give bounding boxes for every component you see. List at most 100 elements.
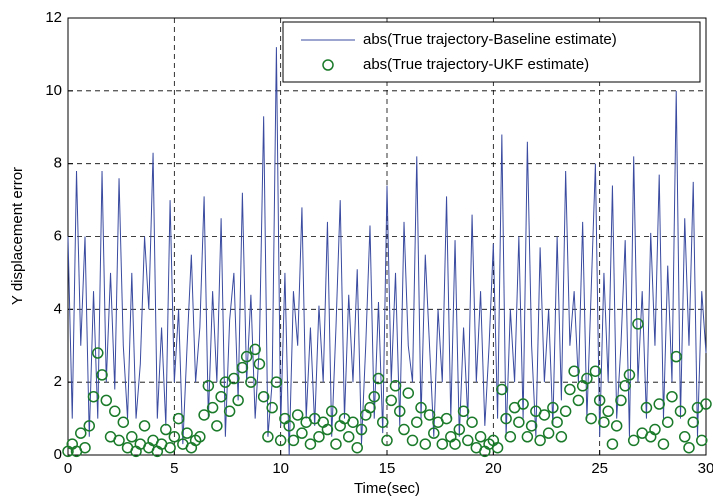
data-point [462,434,474,447]
legend-box [282,21,701,83]
data-point [253,358,266,370]
data-point [381,434,393,447]
data-point [415,401,427,414]
data-point [385,394,398,407]
data-point [419,438,432,450]
data-point [568,365,580,377]
y-tick-label: 2 [54,373,62,390]
data-point [496,383,508,396]
data-point [500,412,512,425]
x-tick-label: 10 [272,460,289,477]
data-point [389,380,402,392]
data-point [245,376,257,388]
data-point [270,376,283,388]
data-point [474,431,487,443]
x-tick-label: 20 [485,460,502,477]
y-tick-label: 12 [45,9,62,26]
data-point [228,372,240,385]
legend-label: abs(True trajectory-UKF estimate) [363,56,589,73]
data-point [113,434,125,447]
data-point [423,409,436,421]
x-axis-label: Time(sec) [354,480,420,497]
data-point [640,401,653,414]
data-point [666,390,678,403]
data-point [274,434,287,447]
y-tick-label: 8 [54,155,62,172]
data-point [623,369,636,381]
data-point [75,427,87,439]
data-point [602,405,614,418]
data-point [291,409,304,421]
data-point [521,431,534,443]
data-point [572,394,585,407]
data-point [661,416,674,428]
data-point [79,441,91,454]
data-point [436,438,449,450]
data-point [555,431,568,443]
data-point [534,434,546,447]
data-point [610,420,623,432]
y-tick-label: 10 [45,82,62,99]
data-point [466,416,478,428]
data-point [100,394,113,407]
y-tick-label: 6 [54,227,62,244]
data-point [117,416,130,428]
data-point [411,416,423,428]
data-point [683,441,695,454]
data-point [525,420,538,432]
data-point [342,431,355,443]
data-point [402,387,415,399]
data-point [674,405,687,418]
data-point [457,405,470,418]
data-point [164,441,176,454]
data-point [559,405,572,418]
data-point [372,372,385,385]
data-point [206,401,219,414]
data-point [172,412,185,425]
data-point [657,438,670,450]
data-point [194,431,206,443]
data-point [695,434,708,447]
data-point [585,412,597,425]
x-tick-label: 15 [379,460,396,477]
data-point [181,427,193,439]
y-tick-label: 0 [54,446,62,463]
data-point [615,394,627,407]
data-point [453,423,466,436]
data-point [606,438,619,450]
data-point [632,318,644,330]
legend-label: abs(True trajectory-Baseline estimate) [363,31,617,48]
data-point [687,416,699,428]
legend-marker [322,59,334,71]
data-point [368,390,380,403]
data-point [504,431,517,443]
data-point [355,423,368,436]
data-point [330,438,342,450]
data-point [491,441,504,454]
data-point [240,350,253,363]
data-point [236,361,249,374]
data-point [202,380,215,392]
data-point [538,409,551,421]
data-point [223,405,236,418]
data-point [304,438,317,450]
data-point [232,394,244,407]
data-point [449,438,461,450]
data-point [160,423,172,436]
data-point [394,405,406,418]
data-point [283,420,295,432]
data-point [126,431,138,443]
y-tick-label: 4 [54,300,62,317]
data-point [581,372,593,385]
data-point [547,401,559,414]
data-point [211,420,223,432]
data-point [262,431,274,443]
data-point [627,434,640,447]
data-point [700,398,712,410]
data-point [87,390,100,403]
data-point [542,427,555,439]
data-point [168,431,181,443]
y-axis-label: Y displacement error [9,167,26,305]
data-point [325,405,338,418]
